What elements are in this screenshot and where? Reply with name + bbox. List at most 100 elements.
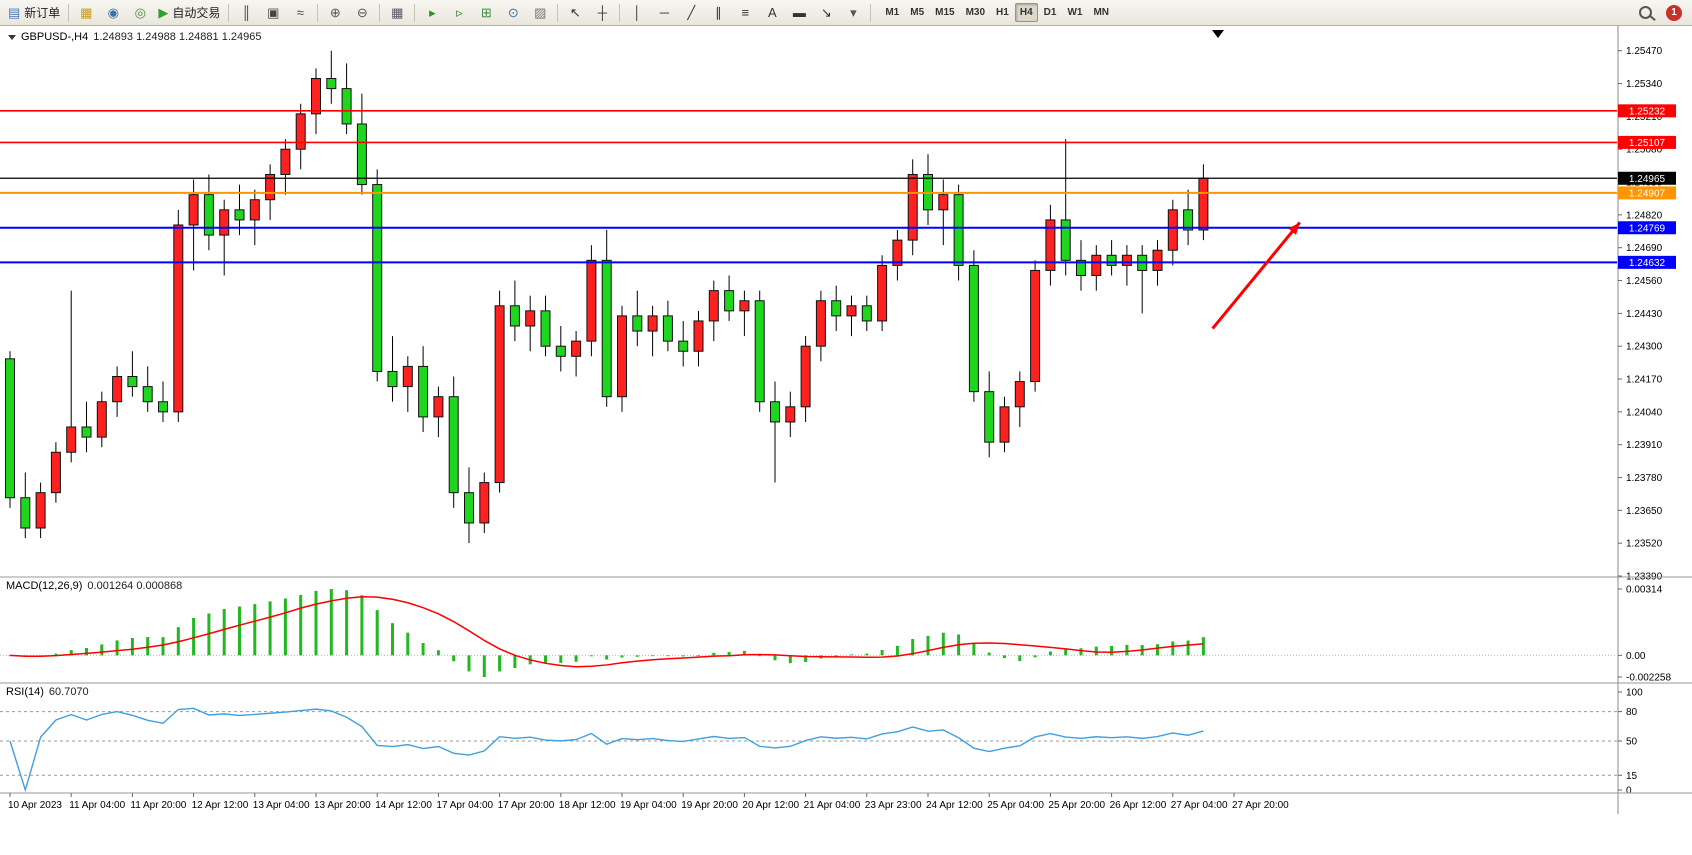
toolbar-separator	[414, 3, 416, 22]
bull-candle	[173, 224, 184, 413]
macd-histogram-bar	[804, 655, 808, 662]
rsi-name: RSI(14)	[6, 686, 44, 698]
bull-candle	[815, 300, 826, 347]
timeframe-m30[interactable]: M30	[965, 7, 986, 18]
strategy-tester-icon: ◎	[134, 5, 146, 20]
new-chart-button[interactable]: ⊞	[473, 2, 499, 24]
macd-tick-label: 0.00	[1626, 651, 1646, 662]
toolbar-separator	[317, 3, 319, 22]
timeframe-m15[interactable]: M15	[935, 7, 955, 18]
bear-candle	[831, 300, 842, 317]
bear-candle	[81, 426, 92, 438]
cursor-button[interactable]: ↖	[562, 2, 588, 24]
periods-icon: ⊙	[507, 5, 519, 20]
text-icon: A	[767, 5, 777, 20]
macd-tick-label: -0.002258	[1626, 673, 1671, 684]
horizontal-line-button[interactable]: ─	[651, 2, 677, 24]
bull-candle	[1121, 254, 1132, 266]
timeframe-h1[interactable]: H1	[996, 7, 1009, 18]
chart-title: GBPUSD-,H4 1.24893 1.24988 1.24881 1.249…	[8, 31, 261, 43]
line-chart-button[interactable]: ≈	[287, 2, 313, 24]
price-tick-label: 1.23910	[1626, 440, 1663, 451]
collapse-triangle-icon[interactable]	[8, 34, 16, 40]
zoom-out-button[interactable]: ⊖	[349, 2, 375, 24]
dropdown-arrow-button[interactable]: ▾	[840, 2, 866, 24]
timeframe-h4[interactable]: H4	[1014, 3, 1038, 22]
data-window-icon: ◉	[107, 5, 119, 20]
tile-windows-button[interactable]: ▦	[384, 2, 410, 24]
bear-candle	[387, 370, 398, 388]
bear-candle	[142, 386, 153, 403]
timeframe-mn[interactable]: MN	[1093, 7, 1109, 18]
notification-badge[interactable]: 1	[1666, 4, 1682, 21]
macd-histogram-bar	[360, 595, 364, 656]
candlestick-chart-button[interactable]: ▣	[260, 2, 286, 24]
bear-candle	[448, 396, 459, 494]
price-label-text: 1.25232	[1629, 106, 1666, 117]
macd-histogram-bar	[620, 655, 624, 658]
macd-histogram-bar	[452, 655, 456, 662]
text-button[interactable]: A	[759, 2, 785, 24]
macd-histogram-bar	[987, 652, 991, 656]
macd-histogram-bar	[941, 632, 945, 656]
timeframe-d1[interactable]: D1	[1043, 7, 1057, 18]
timeframe-w1[interactable]: W1	[1067, 7, 1083, 18]
strategy-tester-button[interactable]: ◎	[127, 2, 153, 24]
trend-arrow[interactable]	[1211, 221, 1301, 330]
auto-trading-button[interactable]: ▶ 自动交易	[154, 2, 224, 24]
bear-candle	[326, 78, 337, 90]
macd-histogram-bar	[850, 654, 853, 656]
bear-candle	[1183, 209, 1194, 231]
rsi-tick-label: 100	[1626, 688, 1643, 699]
bull-candle	[586, 259, 597, 342]
auto-scroll-button[interactable]: ▸	[419, 2, 445, 24]
toolbar-separator	[379, 3, 381, 22]
text-label-button[interactable]: ▬	[786, 2, 812, 24]
periods-button[interactable]: ⊙	[500, 2, 526, 24]
timeframe-m1[interactable]: M1	[885, 7, 900, 18]
trendline-button[interactable]: ╱	[678, 2, 704, 24]
search-button[interactable]	[1632, 2, 1658, 24]
fibonacci-button[interactable]: ≡	[732, 2, 758, 24]
price-label-box	[1618, 186, 1676, 200]
chart-shift-marker[interactable]	[1212, 30, 1224, 38]
price-tick-label: 1.25340	[1626, 79, 1663, 90]
bear-candle	[5, 358, 15, 499]
bear-candle	[662, 315, 673, 342]
crosshair-button[interactable]: ┼	[589, 2, 615, 24]
bear-candle	[158, 401, 168, 413]
date-label: 25 Apr 04:00	[987, 800, 1044, 811]
price-label-box	[1618, 255, 1676, 269]
macd-histogram-bar	[268, 601, 272, 656]
rsi-value: 60.7070	[48, 686, 89, 698]
price-tick-label: 1.24170	[1626, 375, 1663, 386]
new-order-button[interactable]: ▤ 新订单	[4, 2, 64, 24]
vertical-line-button[interactable]: │	[624, 2, 650, 24]
macd-histogram-bar	[100, 644, 104, 656]
chart-shift-button[interactable]: ▹	[446, 2, 472, 24]
macd-histogram-bar	[391, 623, 394, 656]
macd-tick-label: 0.00314	[1626, 585, 1663, 596]
bar-chart-icon: ║	[241, 5, 251, 20]
bull-candle	[66, 426, 77, 453]
zoom-in-button[interactable]: ⊕	[322, 2, 348, 24]
bear-candle	[968, 264, 979, 393]
bar-chart-button[interactable]: ║	[233, 2, 259, 24]
macd-histogram-bar	[1094, 646, 1098, 656]
date-label: 20 Apr 12:00	[742, 800, 799, 811]
bear-candle	[1076, 259, 1086, 276]
timeframe-m5[interactable]: M5	[910, 7, 925, 18]
channel-button[interactable]: ∥	[705, 2, 731, 24]
templates-button[interactable]: ▨	[527, 2, 553, 24]
bull-candle	[785, 406, 796, 423]
bull-candle	[693, 320, 704, 352]
market-watch-button[interactable]: ▦	[73, 2, 99, 24]
toolbar-right: 1	[1632, 2, 1688, 24]
bull-candle	[433, 396, 444, 418]
macd-histogram-bar	[605, 655, 609, 660]
zoom-in-icon: ⊕	[329, 5, 341, 20]
data-window-button[interactable]: ◉	[100, 2, 126, 24]
arrows-button[interactable]: ↘	[813, 2, 839, 24]
